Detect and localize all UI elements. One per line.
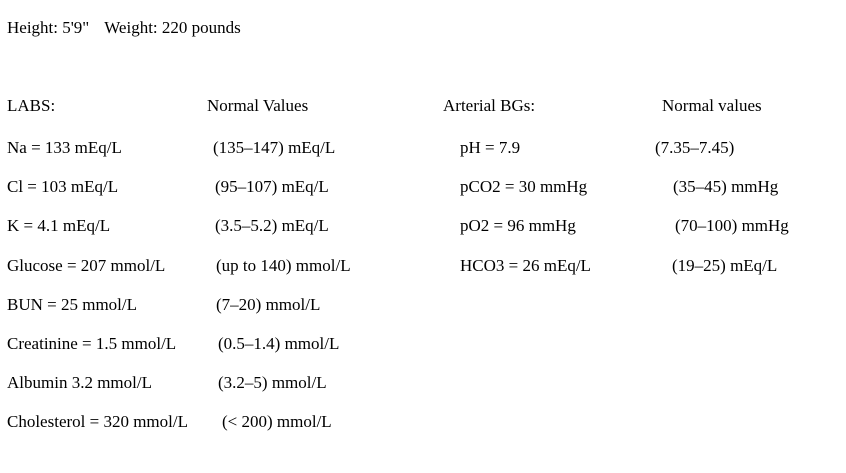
lab-result: BUN = 25 mmol/L [7,294,138,314]
abg-header-row: Arterial BGs: Normal values [443,96,789,138]
lab-result: Albumin 3.2 mmol/L [7,373,152,393]
abg-title: Arterial BGs: [443,96,536,115]
lab-normal-range: (3.5–5.2) mEq/L [215,216,329,236]
abg-result: pCO2 = 30 mmHg [460,177,588,197]
abg-normal-values-header: Normal values [662,96,762,115]
lab-row-sodium: Na = 133 mEq/L (135–147) mEq/L [7,138,351,177]
abg-result: pO2 = 96 mmHg [460,216,576,236]
lab-row-cholesterol: Cholesterol = 320 mmol/L (< 200) mmol/L [7,412,351,451]
lab-normal-range: (95–107) mEq/L [215,177,329,197]
abg-normal-range: (7.35–7.45) [655,138,735,157]
abg-row-hco3: HCO3 = 26 mEq/L (19–25) mEq/L [443,256,789,295]
lab-row-potassium: K = 4.1 mEq/L (3.5–5.2) mEq/L [7,216,351,255]
abg-normal-range: (35–45) mmHg [673,177,779,197]
abg-row-ph: pH = 7.9 (7.35–7.45) [443,138,789,177]
lab-normal-range: (135–147) mEq/L [213,138,336,157]
labs-normal-values-header: Normal Values [207,96,309,115]
lab-normal-range: (7–20) mmol/L [216,294,321,314]
lab-normal-range: (up to 140) mmol/L [216,255,351,275]
abg-result: pH = 7.9 [460,138,521,157]
abg-row-pco2: pCO2 = 30 mmHg (35–45) mmHg [443,177,789,216]
lab-row-glucose: Glucose = 207 mmol/L (up to 140) mmol/L [7,256,351,295]
lab-normal-range: (< 200) mmol/L [222,412,332,432]
lab-normal-range: (3.2–5) mmol/L [218,373,327,393]
lab-result: K = 4.1 mEq/L [7,216,111,236]
lab-row-chloride: Cl = 103 mEq/L (95–107) mEq/L [7,177,351,216]
lab-result: Cholesterol = 320 mmol/L [7,412,188,432]
labs-title: LABS: [7,96,56,115]
lab-row-bun: BUN = 25 mmol/L (7–20) mmol/L [7,295,351,334]
lab-result: Glucose = 207 mmol/L [7,255,166,275]
lab-normal-range: (0.5–1.4) mmol/L [218,333,340,353]
height-value: Height: 5'9" [7,18,90,37]
lab-row-creatinine: Creatinine = 1.5 mmol/L (0.5–1.4) mmol/L [7,334,351,373]
abg-normal-range: (70–100) mmHg [675,216,789,236]
labs-table: LABS: Normal Values Na = 133 mEq/L (135–… [7,96,351,452]
abg-result: HCO3 = 26 mEq/L [460,255,591,275]
lab-result: Creatinine = 1.5 mmol/L [7,333,177,353]
lab-result: Na = 133 mEq/L [7,138,122,157]
abg-row-po2: pO2 = 96 mmHg (70–100) mmHg [443,216,789,255]
labs-header-row: LABS: Normal Values [7,96,351,138]
vitals-line: Height: 5'9" Weight: 220 pounds [7,18,241,38]
weight-value: Weight: 220 pounds [104,18,241,37]
lab-row-albumin: Albumin 3.2 mmol/L (3.2–5) mmol/L [7,373,351,412]
lab-result: Cl = 103 mEq/L [7,177,119,197]
arterial-bgs-table: Arterial BGs: Normal values pH = 7.9 (7.… [443,96,789,295]
abg-normal-range: (19–25) mEq/L [672,255,778,275]
